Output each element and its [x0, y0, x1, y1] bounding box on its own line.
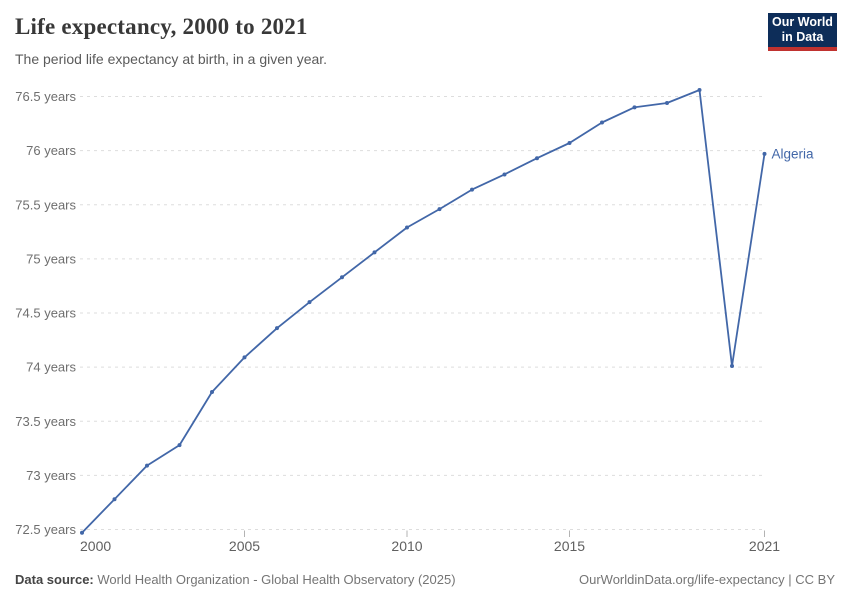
y-axis-label: 76 years — [26, 143, 76, 158]
owid-logo: Our World in Data — [768, 13, 837, 51]
y-axis-label: 73.5 years — [15, 414, 76, 429]
data-point-marker — [632, 105, 637, 110]
data-point-marker — [80, 530, 84, 535]
data-point-marker — [535, 156, 539, 161]
data-line — [81, 89, 766, 534]
y-axis-label: 73 years — [26, 468, 76, 483]
y-axis-label: 72.5 years — [15, 522, 76, 537]
data-point-marker — [762, 151, 767, 156]
data-point-marker — [567, 141, 572, 146]
y-axis-label: 74.5 years — [15, 306, 76, 321]
data-point-marker — [730, 364, 734, 369]
x-axis-label: 2021 — [749, 538, 780, 554]
data-source-label: Data source: — [15, 572, 94, 587]
x-axis-label: 2005 — [229, 538, 260, 554]
data-point-marker — [145, 463, 149, 468]
data-point-marker — [275, 326, 279, 331]
chart-subtitle: The period life expectancy at birth, in … — [15, 51, 328, 67]
data-point-marker — [210, 390, 214, 395]
data-source-text: World Health Organization - Global Healt… — [97, 572, 456, 587]
data-point-marker — [470, 187, 474, 192]
data-point-marker — [600, 120, 604, 125]
x-axis-label: 2000 — [80, 538, 111, 554]
footer-attribution: OurWorldinData.org/life-expectancy | CC … — [578, 572, 835, 587]
chart-footer: Data source: World Health Organization -… — [15, 572, 835, 587]
owid-logo-line1: Our World — [772, 15, 833, 29]
y-axis-label: 75 years — [26, 251, 76, 266]
x-axis-label: 2010 — [391, 538, 422, 554]
data-source: Data source: World Health Organization -… — [15, 572, 456, 587]
data-point-marker — [372, 250, 377, 255]
owid-logo-line2: in Data — [781, 30, 824, 44]
x-axis-label: 2015 — [554, 538, 585, 554]
data-point-marker — [177, 443, 182, 448]
data-point-marker — [665, 100, 669, 105]
data-point-marker — [340, 275, 344, 280]
data-point-marker — [697, 88, 702, 93]
y-axis-label: 76.5 years — [15, 89, 76, 104]
chart-title: Life expectancy, 2000 to 2021 — [15, 14, 308, 39]
data-point-marker — [437, 207, 442, 212]
data-point-marker — [307, 300, 312, 305]
data-point-marker — [502, 172, 507, 177]
y-axis-label: 74 years — [26, 360, 76, 375]
series-end-label: Algeria — [772, 146, 815, 161]
data-point-marker — [405, 225, 409, 230]
data-point-marker — [242, 355, 247, 360]
data-point-marker — [112, 497, 117, 502]
y-axis-label: 75.5 years — [15, 197, 76, 212]
